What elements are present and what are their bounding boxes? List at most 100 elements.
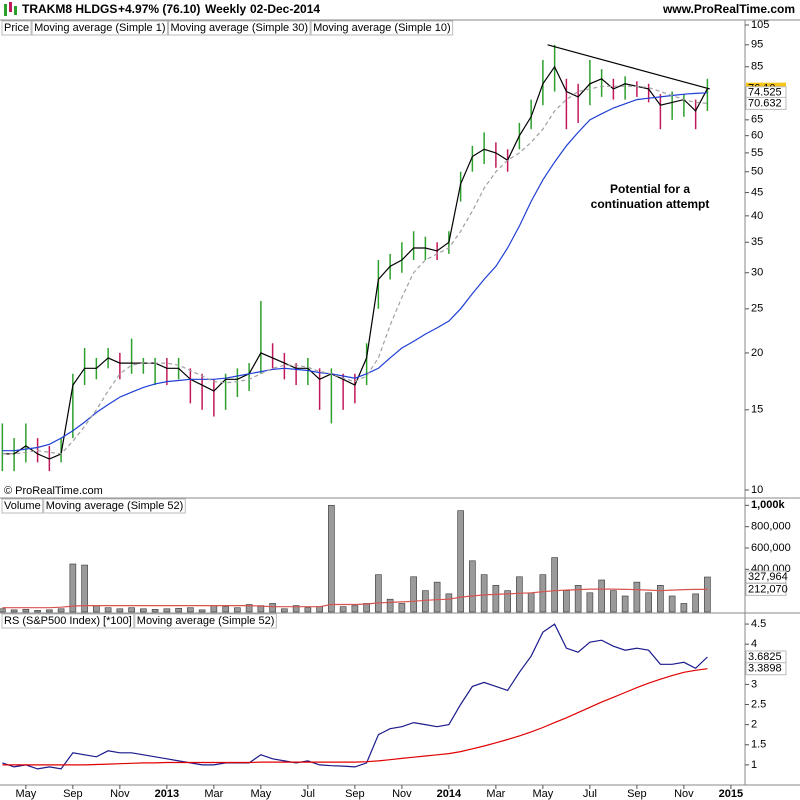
volume-bar [598,579,605,613]
x-tick-label: 2015 [719,788,743,800]
series-line [2,668,708,766]
y-tick-label: 95 [751,39,763,51]
volume-bar [457,510,464,613]
volume-bar [539,574,547,613]
last-value-label: 74.525 [748,87,782,99]
y-tick-label: 2.5 [751,698,766,710]
x-tick-label: Nov [392,788,412,800]
credit: © ProRealTime.com [4,485,103,497]
x-tick-label: Sep [627,788,647,800]
y-tick-label: 15 [751,404,763,416]
legend-entry: Moving average (Simple 1) [34,22,165,34]
volume-bar [516,576,523,613]
legend-box [310,20,454,36]
volume-bar [692,593,699,613]
x-tick-label: 2013 [155,788,179,800]
y-tick-label: 1,000k [751,499,786,511]
volume-bar [198,609,206,613]
volume-bar [81,564,88,613]
volume-bar [704,576,711,613]
series-line [2,65,708,460]
series-line [2,92,708,452]
y-tick-label: 65 [751,114,763,126]
y-tick-label: 25 [751,303,763,315]
volume-bar [140,608,147,613]
volume-bar [527,592,535,613]
volume-bar [339,606,347,613]
volume-bar [316,606,323,613]
site: www.ProRealTime.com [662,2,795,16]
volume-bar [222,606,229,613]
volume-bar [668,595,676,613]
last-value-label: 212,070 [748,583,788,595]
volume-bar [269,603,276,613]
volume-bar [563,590,570,613]
volume-bar [469,560,476,613]
volume-bar [34,610,41,613]
volume-bar [363,603,370,613]
volume-bar [504,590,511,613]
volume-bar [433,581,441,613]
legend-box [168,20,311,36]
volume-bar [574,585,582,613]
y-tick-label: 30 [751,267,763,279]
volume-bar [304,607,312,613]
volume-bar [175,607,182,613]
legend-entry: Moving average (Simple 52) [46,500,184,512]
y-tick-label: 50 [751,166,763,178]
trendline [547,44,710,90]
volume-bar [657,585,664,613]
volume-bar [57,608,65,613]
y-tick-label: 40 [751,210,763,222]
legend-box [1,613,135,629]
y-tick-label: 35 [751,236,763,248]
volume-bar [104,607,112,613]
y-tick-label: 600,000 [751,542,791,554]
volume-bar [187,607,194,613]
x-tick-label: Nov [674,788,694,800]
volume-bar [645,592,652,613]
volume-bar [234,607,241,613]
x-tick-label: Mar [204,788,223,800]
last-value-box [745,582,787,596]
x-tick-label: May [250,788,271,800]
x-tick-label: May [15,788,36,800]
volume-bar [445,593,453,613]
volume-bar [410,576,417,613]
volume-bar [292,605,300,613]
volume-bar [386,598,394,613]
volume-bar [551,557,558,613]
annotation: continuation attempt [591,197,710,211]
legend-entry: Moving average (Simple 10) [313,22,451,34]
y-tick-label: 1.5 [751,739,766,751]
volume-bar [328,505,335,613]
y-tick-label: 4 [751,638,757,650]
volume-bar [116,608,124,613]
y-tick-label: 2 [751,719,757,731]
annotation: Potential for a [610,182,690,196]
y-tick-label: 20 [751,347,763,359]
y-tick-label: 105 [751,19,769,31]
y-tick-label: 10 [751,484,763,496]
legend-box [31,20,169,36]
legend-entry: Volume [4,500,41,512]
x-tick-label: Nov [110,788,130,800]
x-tick-label: Sep [63,788,83,800]
last-value-label: 70.632 [748,97,782,109]
x-tick-label: Jul [301,788,315,800]
volume-bar [621,595,629,613]
legend-box [134,613,277,629]
last-value-label: 3.6825 [748,651,782,663]
volume-bar [398,603,406,613]
x-tick-label: May [532,788,553,800]
y-tick-label: 60 [751,130,763,142]
volume-bar [422,590,429,613]
legend-entry: RS (S&P500 Index) [*100] [4,615,132,627]
y-tick-label: 3 [751,678,757,690]
volume-bar [46,609,53,613]
y-tick-label: 4.5 [751,618,766,630]
volume-bar [210,605,218,613]
volume-bar [480,574,488,613]
legend-box [43,498,186,514]
volume-bar [351,605,359,613]
